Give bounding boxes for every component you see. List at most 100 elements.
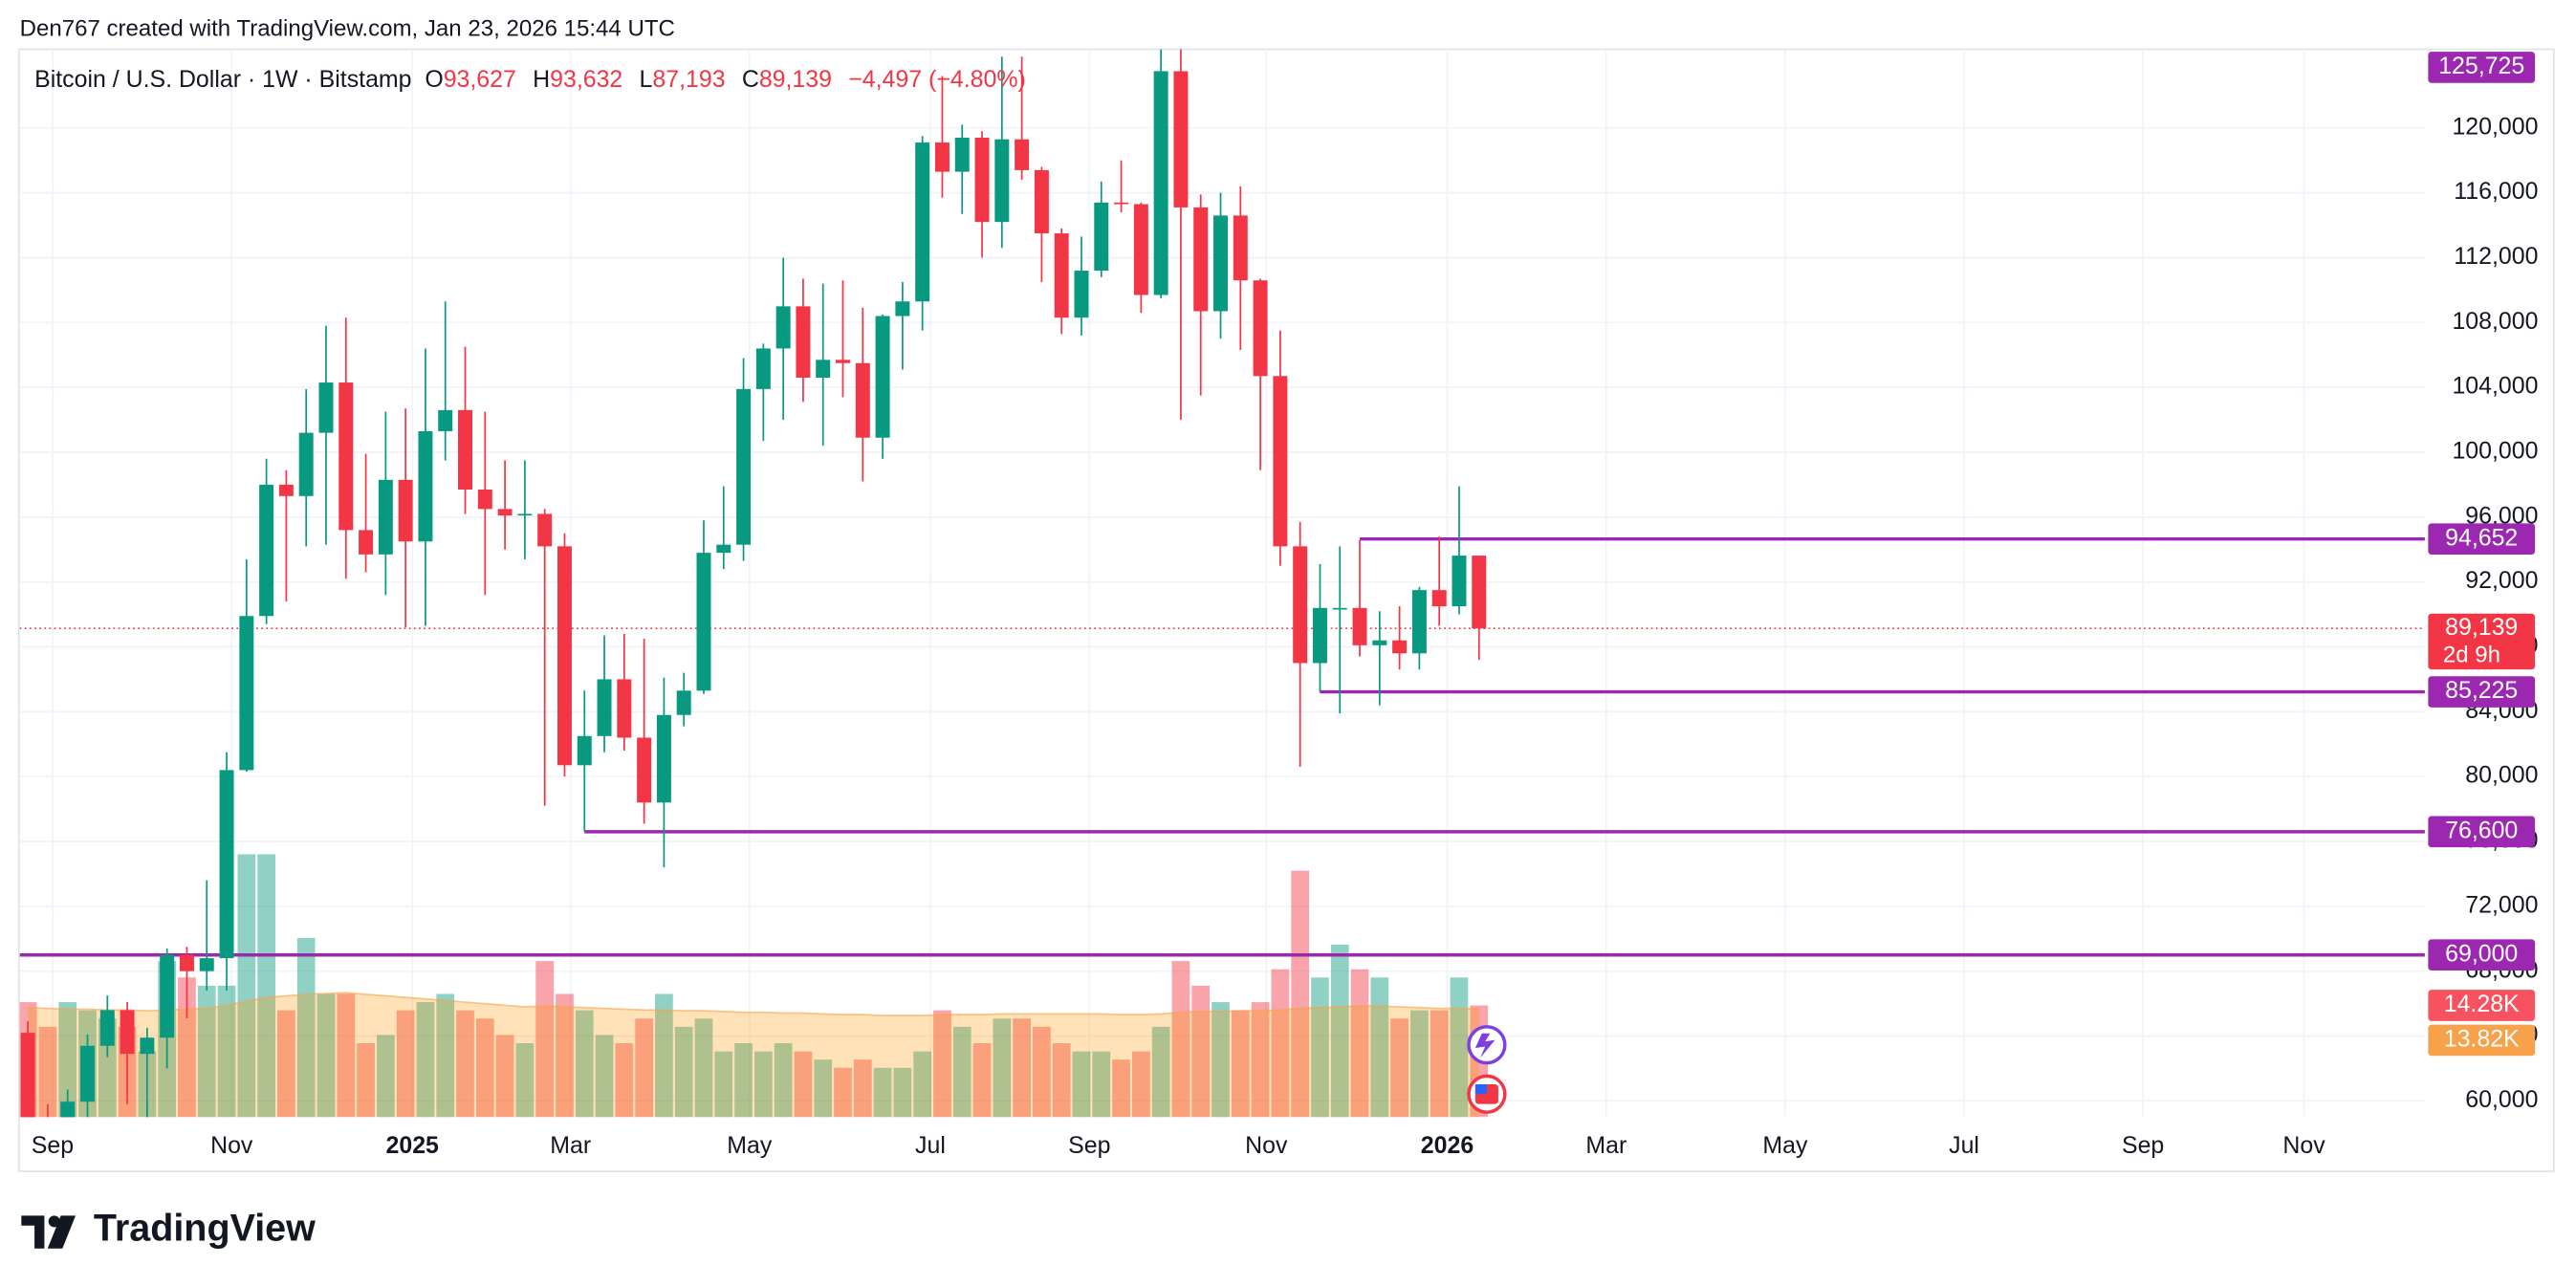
x-tick-label: Mar <box>1585 1132 1626 1159</box>
candle-body <box>20 1033 35 1118</box>
volume-label: 14.28K <box>2444 991 2520 1017</box>
volume-bar <box>1311 977 1329 1118</box>
candle-body <box>99 1010 115 1046</box>
volume-bar <box>814 1059 833 1118</box>
volume-bar <box>1231 1010 1250 1118</box>
icon-bolt <box>1474 1033 1495 1058</box>
volume-bar <box>197 985 216 1118</box>
candle-body <box>1392 640 1408 654</box>
y-tick-label: 92,000 <box>2465 567 2538 594</box>
last-price-box <box>2428 613 2536 670</box>
axes: 60,00064,00068,00072,00076,00080,00084,0… <box>32 52 2538 1159</box>
candle-body <box>199 958 214 971</box>
candle-body <box>60 1102 76 1118</box>
legend: Bitcoin / U.S. Dollar · 1W · Bitstamp O9… <box>34 66 1026 93</box>
volume-bar <box>237 854 256 1118</box>
legend-change: −4,497 (−4.80%) <box>848 66 1026 93</box>
volume-bar <box>674 1026 693 1118</box>
candle-body <box>796 306 811 378</box>
legend-open: 93,627 <box>444 66 516 93</box>
logo-dot <box>48 1215 60 1228</box>
x-tick-label: May <box>727 1132 773 1159</box>
y-tick-label: 108,000 <box>2452 308 2538 335</box>
candle-body <box>736 388 752 545</box>
candle-body <box>775 306 791 349</box>
volume-bar <box>296 937 316 1118</box>
candle-body <box>676 690 691 715</box>
candle-body <box>1452 556 1467 607</box>
candle-body <box>816 360 831 378</box>
volume-bar <box>615 1043 634 1118</box>
volume-bar <box>1271 969 1290 1118</box>
volume-bar <box>178 977 196 1118</box>
high-box <box>2428 52 2536 83</box>
volume-bar <box>794 1051 813 1118</box>
volume-bar <box>1330 944 1349 1118</box>
logo-bar <box>21 1215 45 1249</box>
candle-body <box>836 360 850 363</box>
candle-body <box>716 544 731 554</box>
y-tick-label: 104,000 <box>2452 373 2538 400</box>
volume-bar <box>257 854 275 1118</box>
volume-bar <box>337 993 356 1118</box>
candle-body <box>140 1037 155 1055</box>
volume-bar <box>1390 1018 1408 1118</box>
legend-h: H <box>533 66 550 93</box>
brand: TradingView <box>94 1207 316 1249</box>
candle-body <box>1074 271 1089 318</box>
x-tick-label: Sep <box>2122 1132 2164 1159</box>
candle-body <box>855 362 870 438</box>
x-tick-label: Sep <box>1068 1132 1110 1159</box>
volume-bar <box>357 1043 375 1118</box>
icon-flag-canton <box>1474 1083 1487 1095</box>
last-price-label: 89,139 <box>2445 614 2518 641</box>
legend-c: C <box>742 66 759 93</box>
level-label: 85,225 <box>2445 677 2518 704</box>
candle-body <box>1273 376 1288 547</box>
volume-bar <box>1052 1043 1071 1118</box>
candle-body <box>974 137 990 223</box>
volume-box <box>2428 990 2536 1021</box>
y-tick-label: 116,000 <box>2454 178 2538 205</box>
candle-body <box>755 348 771 389</box>
volume-bar <box>1410 1010 1429 1118</box>
volume-bar <box>972 1043 992 1118</box>
candle-body <box>239 616 254 771</box>
volume-bar <box>1430 1010 1449 1118</box>
x-tick-label: Jul <box>915 1132 946 1159</box>
candle-body <box>1253 280 1268 377</box>
level-label: 69,000 <box>2445 940 2518 967</box>
chart-frame <box>17 48 2555 1172</box>
candle-body <box>895 301 910 316</box>
level-box <box>2428 816 2536 848</box>
level-box <box>2428 676 2536 708</box>
x-tick-label: 2025 <box>385 1132 439 1159</box>
candle-body <box>378 479 393 555</box>
candle-body <box>458 409 472 491</box>
volume-bar <box>774 1043 793 1118</box>
volume-bar <box>1450 977 1469 1118</box>
y-tick-label: 100,000 <box>2452 438 2538 465</box>
candle-body <box>1034 169 1049 234</box>
candle-body <box>1431 590 1447 607</box>
volume-bar <box>277 1010 295 1118</box>
x-tick-label: Nov <box>2282 1132 2325 1159</box>
candle-body <box>1094 202 1109 272</box>
legend-low: 87,193 <box>652 66 725 93</box>
volume-bar <box>734 1043 753 1118</box>
candle-body <box>497 509 513 516</box>
x-tick-label: Sep <box>32 1132 74 1159</box>
candle-body <box>80 1045 95 1102</box>
volume-bar <box>714 1051 733 1118</box>
candle-body <box>1233 215 1248 281</box>
volume-bar <box>1251 1002 1270 1118</box>
volume-bar <box>575 1010 594 1118</box>
volume-bar <box>913 1051 932 1118</box>
candle-body <box>398 479 413 542</box>
level-box <box>2428 523 2536 556</box>
legend-l: L <box>640 66 653 93</box>
candle-body <box>915 142 930 302</box>
candle-body <box>875 316 890 438</box>
